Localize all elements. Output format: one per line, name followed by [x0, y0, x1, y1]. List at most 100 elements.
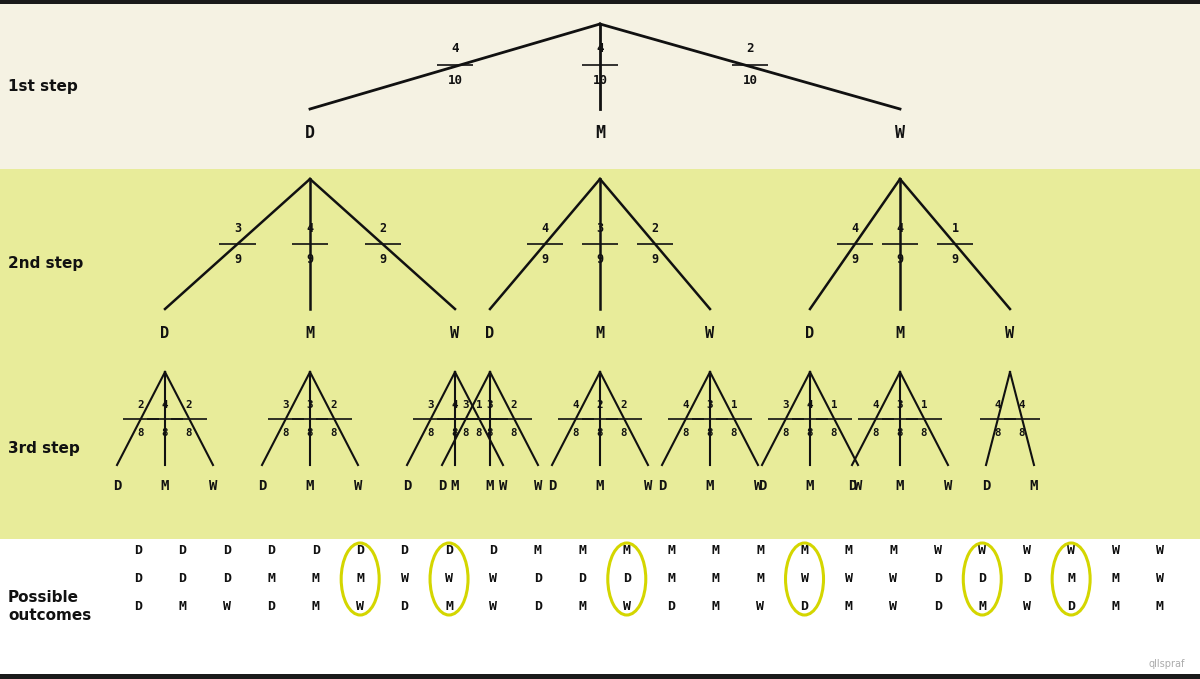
Text: 2: 2 — [379, 222, 386, 235]
Text: M: M — [578, 545, 587, 557]
Text: M: M — [806, 479, 814, 493]
Bar — [0, 539, 1200, 674]
Text: 2: 2 — [331, 399, 337, 409]
Bar — [0, 359, 1200, 539]
Text: M: M — [312, 572, 319, 585]
Text: M: M — [706, 479, 714, 493]
Text: D: D — [1022, 572, 1031, 585]
Text: D: D — [258, 479, 266, 493]
Text: 2: 2 — [652, 222, 659, 235]
Text: D: D — [223, 545, 230, 557]
Text: 8: 8 — [463, 428, 469, 437]
Text: W: W — [209, 479, 217, 493]
Text: D: D — [161, 326, 169, 341]
Text: W: W — [934, 545, 942, 557]
Text: 8: 8 — [307, 428, 313, 437]
Text: M: M — [800, 545, 809, 557]
Text: M: M — [1111, 600, 1120, 614]
Text: 4: 4 — [872, 399, 880, 409]
Text: M: M — [306, 479, 314, 493]
Text: 4: 4 — [541, 222, 548, 235]
Text: 1: 1 — [475, 399, 482, 409]
Text: 4: 4 — [683, 399, 689, 409]
Text: 9: 9 — [596, 253, 604, 266]
Text: M: M — [623, 545, 631, 557]
Text: 1: 1 — [952, 222, 959, 235]
Text: W: W — [354, 479, 362, 493]
Text: M: M — [712, 572, 720, 585]
Text: 4: 4 — [572, 399, 580, 409]
Text: 9: 9 — [652, 253, 659, 266]
Text: 4: 4 — [806, 399, 814, 409]
Text: M: M — [596, 479, 604, 493]
Text: M: M — [896, 479, 904, 493]
Text: M: M — [486, 479, 494, 493]
Text: M: M — [667, 545, 676, 557]
Text: 8: 8 — [707, 428, 713, 437]
Text: D: D — [934, 572, 942, 585]
Text: M: M — [845, 545, 853, 557]
Text: 4: 4 — [451, 43, 458, 56]
Text: 9: 9 — [306, 253, 313, 266]
Text: M: M — [1067, 572, 1075, 585]
Text: 10: 10 — [743, 73, 757, 86]
Text: 9: 9 — [952, 253, 959, 266]
Text: W: W — [754, 479, 762, 493]
Text: D: D — [179, 545, 186, 557]
Text: D: D — [356, 545, 364, 557]
Text: M: M — [756, 572, 764, 585]
Text: W: W — [490, 572, 498, 585]
Text: M: M — [306, 326, 314, 341]
Text: 8: 8 — [896, 428, 904, 437]
Text: 3: 3 — [283, 399, 289, 409]
Text: M: M — [534, 545, 542, 557]
Text: W: W — [845, 572, 853, 585]
Text: 8: 8 — [830, 428, 838, 437]
Text: M: M — [161, 479, 169, 493]
Text: 9: 9 — [541, 253, 548, 266]
Text: 4: 4 — [162, 399, 168, 409]
Text: D: D — [578, 572, 587, 585]
Text: 8: 8 — [731, 428, 737, 437]
Text: 8: 8 — [487, 428, 493, 437]
Text: 3: 3 — [427, 399, 434, 409]
Text: W: W — [1022, 600, 1031, 614]
Bar — [0, 4, 1200, 169]
Text: 8: 8 — [572, 428, 580, 437]
Text: 4: 4 — [306, 222, 313, 235]
Text: M: M — [667, 572, 676, 585]
Text: 3: 3 — [307, 399, 313, 409]
Text: D: D — [934, 600, 942, 614]
Text: 2nd step: 2nd step — [8, 257, 83, 272]
Text: 8: 8 — [995, 428, 1001, 437]
Text: 3: 3 — [596, 222, 604, 235]
Text: M: M — [356, 572, 364, 585]
Text: D: D — [401, 600, 409, 614]
Text: 3: 3 — [463, 399, 469, 409]
Text: 8: 8 — [872, 428, 880, 437]
Text: D: D — [758, 479, 766, 493]
Text: W: W — [978, 545, 986, 557]
Text: M: M — [268, 572, 275, 585]
Text: D: D — [805, 326, 815, 341]
Text: W: W — [1156, 572, 1164, 585]
Text: 3: 3 — [782, 399, 790, 409]
Text: M: M — [445, 600, 454, 614]
Text: W: W — [445, 572, 454, 585]
Text: W: W — [499, 479, 508, 493]
Text: D: D — [490, 545, 498, 557]
Text: 4: 4 — [596, 43, 604, 56]
Text: D: D — [438, 479, 446, 493]
Text: 8: 8 — [331, 428, 337, 437]
Text: 8: 8 — [620, 428, 628, 437]
Text: 2: 2 — [620, 399, 628, 409]
Text: 3: 3 — [896, 399, 904, 409]
Text: 8: 8 — [451, 428, 458, 437]
Text: D: D — [623, 572, 631, 585]
Text: 10: 10 — [448, 73, 462, 86]
Text: W: W — [450, 326, 460, 341]
Text: 8: 8 — [475, 428, 482, 437]
Text: W: W — [895, 124, 905, 142]
Text: M: M — [978, 600, 986, 614]
Text: W: W — [356, 600, 364, 614]
